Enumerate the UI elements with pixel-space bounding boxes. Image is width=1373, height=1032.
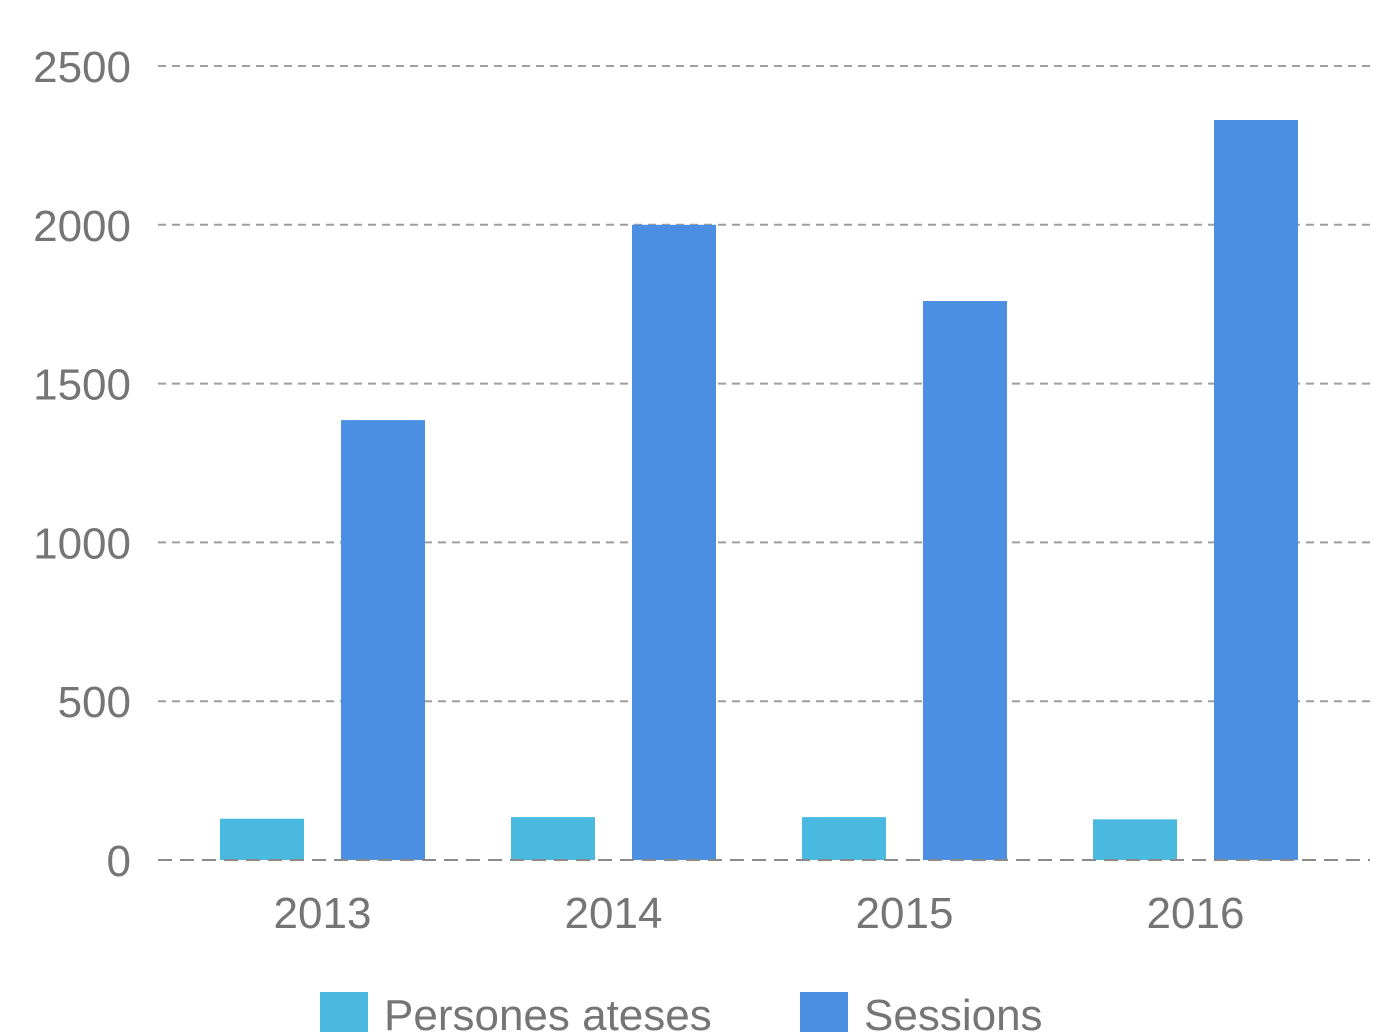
x-tick-label: 2013: [274, 889, 372, 938]
bar-sessions-2015: [923, 301, 1007, 860]
axis-layer: 0 500 1000 1500 2000 2500 2013 2014 2015 2016: [33, 43, 1370, 938]
legend-swatch: [800, 992, 848, 1032]
y-tick-label: 0: [107, 837, 131, 886]
y-tick-label: 2000: [33, 202, 131, 251]
x-tick-label: 2014: [565, 889, 663, 938]
bar-persones-ateses-2013: [220, 818, 304, 860]
y-tick-label: 1000: [33, 519, 131, 568]
bar-persones-ateses-2016: [1093, 819, 1177, 860]
grid-layer: [158, 65, 1370, 703]
x-tick-label: 2016: [1147, 889, 1245, 938]
legend-swatch: [320, 992, 368, 1032]
y-tick-label: 2500: [33, 43, 131, 92]
legend: Persones ateses Sessions: [320, 991, 1043, 1032]
x-tick-label: 2015: [856, 889, 954, 938]
y-tick-label: 1500: [33, 361, 131, 410]
bar-sessions-2014: [632, 224, 716, 861]
bar-sessions-2013: [341, 420, 425, 860]
legend-label: Sessions: [864, 991, 1043, 1032]
y-tick-label: 500: [58, 678, 131, 727]
legend-label: Persones ateses: [384, 991, 712, 1032]
bar-persones-ateses-2015: [802, 817, 886, 860]
bar-sessions-2016: [1214, 119, 1298, 860]
bar-persones-ateses-2014: [511, 817, 595, 860]
bars-layer: [220, 119, 1298, 861]
